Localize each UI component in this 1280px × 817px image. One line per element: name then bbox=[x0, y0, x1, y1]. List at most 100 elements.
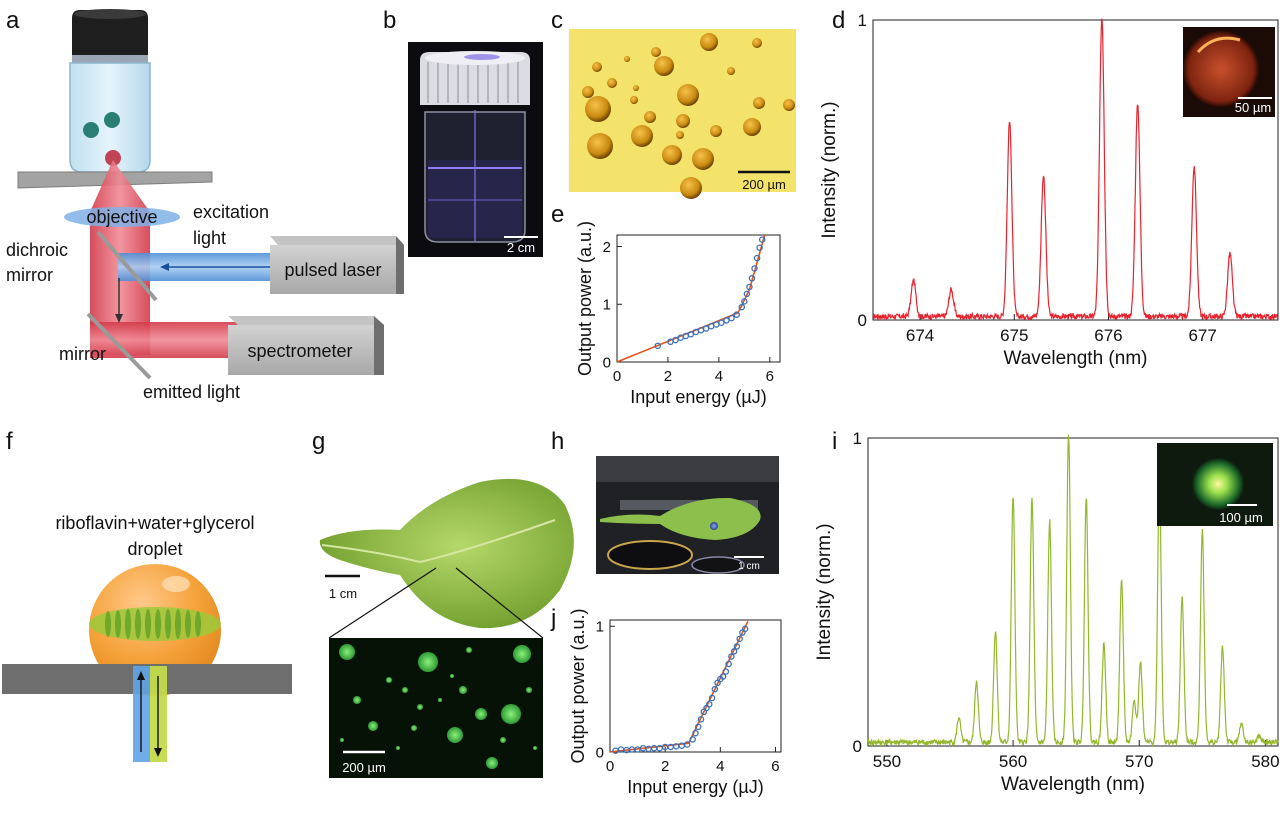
x-tick-label: 550 bbox=[873, 752, 901, 771]
data-point bbox=[722, 668, 730, 675]
vial-cap bbox=[72, 10, 148, 55]
droplet bbox=[676, 131, 684, 139]
data-point bbox=[741, 625, 749, 633]
fluorescent-droplet bbox=[438, 698, 442, 702]
data-point bbox=[723, 317, 730, 324]
droplet bbox=[592, 62, 602, 72]
fluorescent-droplet bbox=[450, 674, 454, 678]
data-point bbox=[692, 729, 699, 737]
fluorescent-droplet bbox=[411, 725, 417, 731]
droplet-dark bbox=[83, 122, 99, 138]
panel-label-g: g bbox=[312, 428, 325, 455]
panel-label-f: f bbox=[6, 428, 13, 455]
fluorescent-droplet bbox=[513, 645, 531, 663]
panel-label-j: j bbox=[550, 605, 556, 632]
fluorescent-droplet bbox=[447, 727, 463, 743]
y-tick-label: 1 bbox=[596, 619, 604, 636]
panel-h-photo: 1 cm bbox=[596, 456, 779, 574]
droplet bbox=[582, 86, 594, 98]
droplet bbox=[783, 99, 795, 111]
panel-label-h: h bbox=[551, 428, 564, 455]
droplet bbox=[680, 177, 702, 199]
droplet bbox=[587, 133, 613, 159]
spectrometer-label: spectrometer bbox=[247, 341, 352, 361]
droplet bbox=[743, 118, 761, 136]
droplet bbox=[630, 96, 638, 104]
data-point bbox=[687, 331, 695, 338]
data-point bbox=[741, 298, 748, 305]
spectrometer-box-side bbox=[374, 316, 384, 375]
spectrometer-box-top bbox=[228, 316, 384, 325]
objective-label: objective bbox=[86, 207, 157, 227]
x-tick-label: 6 bbox=[771, 758, 779, 775]
x-axis-label: Wavelength (nm) bbox=[1004, 348, 1148, 369]
mirror bbox=[86, 312, 152, 380]
data-point bbox=[728, 314, 735, 322]
x-axis-label: Input energy (µJ) bbox=[630, 387, 766, 407]
droplet bbox=[624, 56, 630, 62]
excitation-light-label-2: light bbox=[193, 228, 226, 248]
micrograph-scale: 200 µm bbox=[342, 760, 386, 775]
chart-i: 550 560 570 580 0 1 Wavelength (nm) Intensity (… bbox=[814, 429, 1280, 795]
data-point bbox=[672, 336, 679, 344]
panel-c-scale: 200 µm bbox=[742, 177, 786, 192]
spectrometer-box bbox=[228, 325, 374, 375]
panel-b-scale: 2 cm bbox=[507, 240, 535, 255]
mirror-label: mirror bbox=[59, 344, 106, 364]
spectrum-line bbox=[872, 18, 1279, 322]
chart-j: 0 2 4 6 0 1 Input energy (µJ) Output power (a.u… bbox=[568, 608, 782, 797]
chart-d: 674 675 676 677 0 1 Wavelength (nm) Intensity (… bbox=[819, 11, 1279, 369]
x-tick-label: 2 bbox=[664, 368, 672, 385]
y-axis-label: Output power (a.u.) bbox=[568, 608, 588, 763]
data-point bbox=[736, 635, 743, 643]
panel-b-photo: 2 cm bbox=[408, 42, 543, 257]
panel-label-d: d bbox=[832, 7, 845, 34]
spectrum-line bbox=[867, 434, 1279, 748]
fluorescent-droplet bbox=[339, 644, 355, 660]
data-point bbox=[697, 716, 705, 723]
y-tick-label: 1 bbox=[603, 297, 611, 314]
data-point bbox=[725, 660, 732, 668]
data-point bbox=[711, 685, 719, 693]
droplet bbox=[654, 56, 674, 76]
x-tick-label: 0 bbox=[613, 368, 621, 385]
fluorescent-droplet bbox=[475, 708, 487, 720]
y-tick-label: 1 bbox=[858, 11, 867, 30]
inset-scale-label: 50 µm bbox=[1235, 100, 1271, 115]
fluorescent-droplet bbox=[340, 738, 344, 742]
droplet-lasing bbox=[105, 150, 121, 166]
data-point bbox=[733, 643, 741, 650]
pulsed-laser-box-side bbox=[396, 236, 404, 294]
droplet bbox=[692, 148, 714, 170]
data-point bbox=[756, 244, 763, 251]
x-axis-label: Input energy (µJ) bbox=[627, 777, 763, 797]
plot-frame bbox=[872, 19, 1279, 321]
panel-g-leaf: 1 cm 200 µm bbox=[319, 478, 574, 778]
fluorescent-droplet bbox=[526, 687, 532, 693]
data-point bbox=[728, 653, 735, 660]
fluorescent-droplet bbox=[486, 757, 498, 769]
leaf-photo bbox=[319, 478, 574, 629]
panel-label-e: e bbox=[551, 201, 564, 228]
x-tick-label: 560 bbox=[999, 752, 1027, 771]
data-point bbox=[713, 321, 720, 328]
panel-label-c: c bbox=[551, 7, 563, 34]
panel-label-b: b bbox=[383, 7, 396, 34]
y-axis-label: Intensity (norm.) bbox=[819, 101, 840, 238]
panel-h-scale: 1 cm bbox=[738, 561, 760, 572]
data-point bbox=[730, 648, 738, 655]
data-point bbox=[689, 736, 696, 743]
dichroic-mirror bbox=[96, 230, 158, 302]
plot-frame bbox=[867, 437, 1279, 747]
data-point bbox=[719, 673, 727, 680]
y-axis-label: Intensity (norm.) bbox=[814, 523, 835, 660]
data-point bbox=[743, 290, 751, 298]
data-point bbox=[718, 319, 725, 326]
droplet bbox=[752, 38, 762, 48]
panel-f-title: riboflavin+water+glycerol bbox=[55, 513, 254, 533]
x-tick-label: 2 bbox=[661, 758, 669, 775]
droplet bbox=[753, 97, 765, 109]
data-point bbox=[702, 325, 710, 332]
panel-label-i: i bbox=[832, 428, 837, 455]
